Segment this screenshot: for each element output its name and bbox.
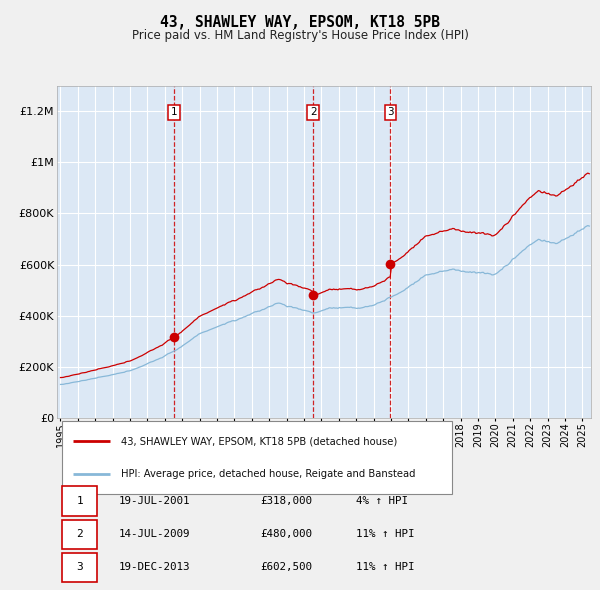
Text: £480,000: £480,000 bbox=[260, 529, 312, 539]
Text: Price paid vs. HM Land Registry's House Price Index (HPI): Price paid vs. HM Land Registry's House … bbox=[131, 30, 469, 42]
FancyBboxPatch shape bbox=[62, 553, 97, 582]
FancyBboxPatch shape bbox=[62, 520, 97, 549]
Text: 4% ↑ HPI: 4% ↑ HPI bbox=[356, 496, 408, 506]
Text: 43, SHAWLEY WAY, EPSOM, KT18 5PB: 43, SHAWLEY WAY, EPSOM, KT18 5PB bbox=[160, 15, 440, 30]
Text: 3: 3 bbox=[76, 562, 83, 572]
FancyBboxPatch shape bbox=[62, 487, 97, 516]
Text: HPI: Average price, detached house, Reigate and Banstead: HPI: Average price, detached house, Reig… bbox=[121, 470, 416, 480]
Text: £318,000: £318,000 bbox=[260, 496, 312, 506]
Text: 11% ↑ HPI: 11% ↑ HPI bbox=[356, 562, 415, 572]
Text: 2: 2 bbox=[310, 107, 317, 117]
FancyBboxPatch shape bbox=[62, 421, 452, 494]
Text: 2: 2 bbox=[76, 529, 83, 539]
Text: 43, SHAWLEY WAY, EPSOM, KT18 5PB (detached house): 43, SHAWLEY WAY, EPSOM, KT18 5PB (detach… bbox=[121, 436, 397, 446]
Text: 19-DEC-2013: 19-DEC-2013 bbox=[118, 562, 190, 572]
Text: 14-JUL-2009: 14-JUL-2009 bbox=[118, 529, 190, 539]
Text: £602,500: £602,500 bbox=[260, 562, 312, 572]
Text: 1: 1 bbox=[76, 496, 83, 506]
Text: 11% ↑ HPI: 11% ↑ HPI bbox=[356, 529, 415, 539]
Text: 19-JUL-2001: 19-JUL-2001 bbox=[118, 496, 190, 506]
Text: 1: 1 bbox=[171, 107, 178, 117]
Text: 3: 3 bbox=[387, 107, 394, 117]
